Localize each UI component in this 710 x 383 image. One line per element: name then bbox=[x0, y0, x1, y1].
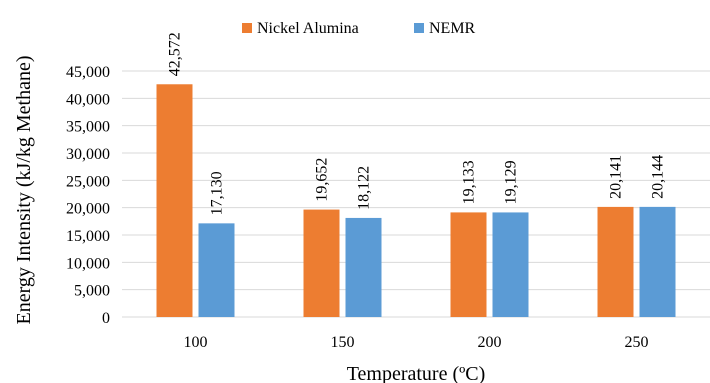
bar-1-0 bbox=[198, 223, 235, 317]
y-axis-title: Energy Intensity (kJ/kg Methane) bbox=[13, 55, 35, 324]
y-tick-label: 5,000 bbox=[74, 283, 110, 300]
bar-0-3 bbox=[597, 206, 634, 317]
bar-1-1 bbox=[345, 217, 382, 317]
bar-0-1 bbox=[303, 209, 340, 317]
x-tick-labels: 100 150 200 250 bbox=[184, 334, 649, 351]
legend-label: Nickel Alumina bbox=[257, 20, 359, 37]
legend-swatch bbox=[242, 23, 252, 33]
y-tick-label: 45,000 bbox=[66, 64, 110, 81]
data-label: 19,129 bbox=[503, 160, 520, 204]
legend-swatch bbox=[414, 23, 424, 33]
data-label: 20,144 bbox=[650, 155, 667, 199]
y-tick-label: 0 bbox=[102, 310, 110, 327]
data-labels: 42,572 17,130 19,652 18,122 19,133 19,129 20,1… bbox=[167, 32, 667, 215]
x-tick-label: 250 bbox=[625, 334, 649, 351]
y-tick-label: 40,000 bbox=[66, 91, 110, 108]
y-tick-label: 15,000 bbox=[66, 228, 110, 245]
y-tick-labels: 0 5,000 10,000 15,000 20,000 25,000 30,000 35,0… bbox=[66, 64, 110, 327]
x-tick-label: 100 bbox=[184, 334, 208, 351]
data-label: 20,141 bbox=[608, 155, 625, 199]
data-label: 42,572 bbox=[167, 32, 184, 76]
x-axis-title: Temperature (ºC) bbox=[347, 363, 486, 383]
legend: Nickel Alumina NEMR bbox=[242, 20, 476, 37]
bar-0-2 bbox=[450, 212, 487, 317]
y-tick-label: 25,000 bbox=[66, 173, 110, 190]
y-tick-label: 30,000 bbox=[66, 146, 110, 163]
bar-1-3 bbox=[639, 206, 676, 317]
y-tick-label: 10,000 bbox=[66, 255, 110, 272]
data-label: 19,652 bbox=[314, 158, 331, 202]
bars bbox=[156, 84, 676, 317]
bar-0-0 bbox=[156, 84, 193, 317]
bar-1-2 bbox=[492, 212, 529, 317]
y-tick-label: 20,000 bbox=[66, 201, 110, 218]
data-label: 18,122 bbox=[356, 166, 373, 210]
data-label: 19,133 bbox=[461, 160, 478, 204]
x-tick-label: 200 bbox=[478, 334, 502, 351]
data-label: 17,130 bbox=[209, 171, 226, 215]
legend-label: NEMR bbox=[429, 20, 476, 37]
x-tick-label: 150 bbox=[331, 334, 355, 351]
y-tick-label: 35,000 bbox=[66, 119, 110, 136]
